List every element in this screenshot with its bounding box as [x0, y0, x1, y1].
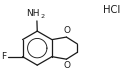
Text: HCl: HCl — [103, 5, 120, 15]
Text: F: F — [1, 52, 7, 61]
Text: 2: 2 — [41, 14, 45, 19]
Text: NH: NH — [26, 9, 39, 18]
Text: O: O — [64, 61, 71, 70]
Text: O: O — [64, 26, 71, 35]
